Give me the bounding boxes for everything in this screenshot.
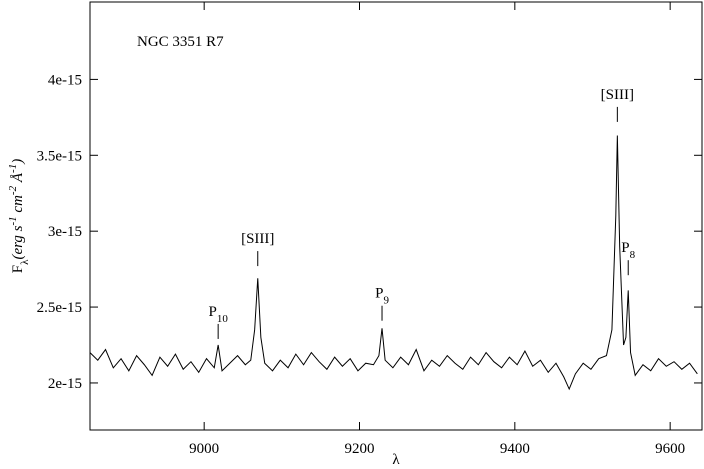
y-tick-label: 3.5e-15 (37, 148, 82, 164)
plot-frame (89, 1, 703, 431)
x-tick-label: 9400 (500, 441, 530, 457)
line-label-text: P (621, 240, 629, 256)
line-label-sub: 9 (383, 295, 389, 307)
x-tick-label: 9600 (655, 441, 685, 457)
line-label: P9 (375, 286, 389, 307)
x-axis-label: λ (392, 452, 400, 468)
y-label-part: ) (10, 159, 26, 165)
y-label-part: -1 (7, 164, 19, 173)
line-label: [SIII] (241, 231, 274, 247)
x-tick-label: 9000 (189, 441, 219, 457)
y-tick-label: 2.5e-15 (37, 300, 82, 316)
y-tick-label: 3e-15 (48, 224, 82, 240)
line-label-text: P (208, 304, 216, 320)
spectrum-line (89, 135, 698, 391)
y-label-part: λ (19, 259, 31, 265)
y-label-part: -2 (7, 185, 19, 195)
y-label-part: (erg s (10, 225, 26, 259)
y-axis-label: Fλ(erg s-1 cm-2 Å-1) (7, 159, 31, 273)
x-tick-label: 9200 (344, 441, 374, 457)
y-label-part: cm (10, 195, 26, 216)
chart-annotation: NGC 3351 R7 (137, 34, 224, 50)
y-tick-label: 2e-15 (48, 376, 82, 392)
line-label-sub: 10 (217, 313, 229, 325)
line-label-sub: 8 (630, 249, 636, 261)
line-label: [SIII] (601, 87, 634, 103)
line-label-text: [SIII] (601, 87, 634, 103)
line-label: P10 (208, 304, 228, 325)
y-label-part: F (10, 265, 26, 273)
y-label-part: Å (10, 172, 26, 186)
y-label-part: -1 (7, 216, 19, 225)
line-label-text: [SIII] (241, 231, 274, 247)
y-tick-label: 4e-15 (48, 72, 82, 88)
line-label: P8 (621, 240, 635, 261)
line-label-text: P (375, 286, 383, 302)
